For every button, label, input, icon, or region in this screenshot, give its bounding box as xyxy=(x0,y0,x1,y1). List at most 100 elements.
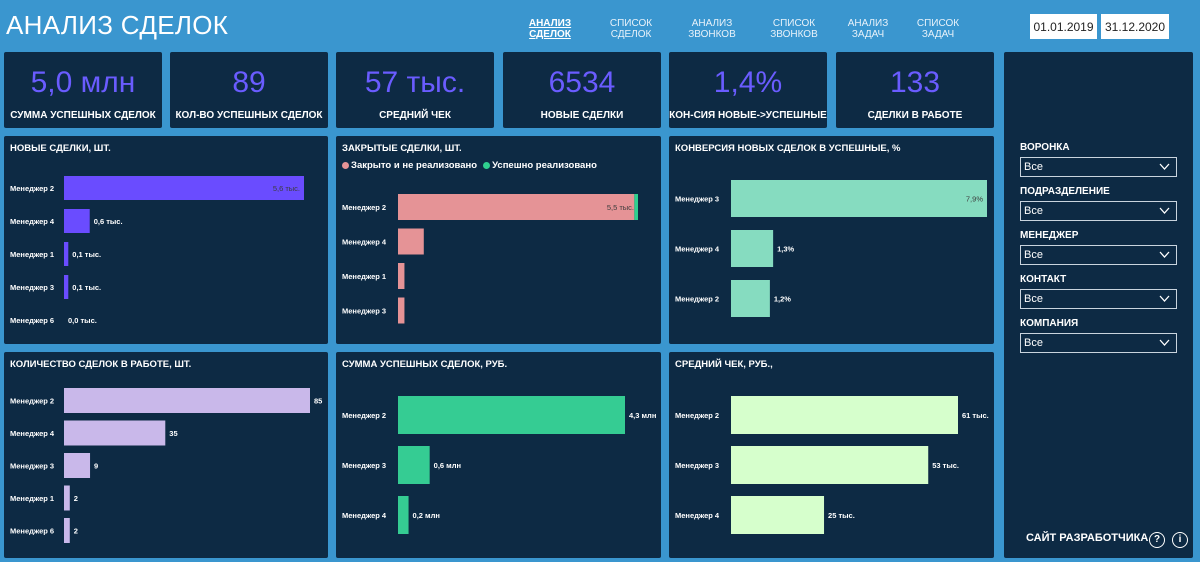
value-label: 85 xyxy=(314,397,322,406)
category-label: Менеджер 3 xyxy=(342,307,386,316)
nav-task-analysis[interactable]: АНАЛИЗ ЗАДАЧ xyxy=(847,18,889,40)
category-label: Менеджер 3 xyxy=(10,462,54,471)
nav-task-list[interactable]: СПИСОК ЗАДАЧ xyxy=(916,18,960,40)
category-label: Менеджер 4 xyxy=(675,511,720,520)
nav-call-analysis[interactable]: АНАЛИЗ ЗВОНКОВ xyxy=(688,18,736,40)
category-label: Менеджер 1 xyxy=(10,250,54,259)
bar[interactable] xyxy=(398,446,430,484)
nav-call-list[interactable]: СПИСОК ЗВОНКОВ xyxy=(770,18,818,40)
value-label: 0,1 тыс. xyxy=(72,250,101,259)
value-label: 0,2 млн xyxy=(413,511,440,520)
nav-deal-list[interactable]: СПИСОК СДЕЛОК xyxy=(609,18,653,40)
bar-segment[interactable] xyxy=(398,263,405,289)
department-select[interactable]: Все xyxy=(1020,201,1177,221)
bar[interactable] xyxy=(64,388,310,413)
category-label: Менеджер 1 xyxy=(342,272,386,281)
bar-segment[interactable] xyxy=(634,194,638,220)
chart-plot: Менеджер 2 4,3 млн Менеджер 3 0,6 млн Менедж… xyxy=(342,396,656,534)
category-label: Менеджер 2 xyxy=(675,411,719,420)
kpi-card-success-sum: 5,0 млн СУММА УСПЕШНЫХ СДЕЛОК xyxy=(4,52,162,128)
bar[interactable] xyxy=(64,242,69,266)
contact-select[interactable]: Все xyxy=(1020,289,1177,309)
bar[interactable] xyxy=(731,496,825,534)
company-select[interactable]: Все xyxy=(1020,333,1177,353)
value-label: 1,3% xyxy=(777,245,794,254)
kpi-card-average-check: 57 тыс. СРЕДНИЙ ЧЕК xyxy=(336,52,494,128)
kpi-card-success-count: 89 КОЛ-ВО УСПЕШНЫХ СДЕЛОК xyxy=(170,52,328,128)
category-label: Менеджер 6 xyxy=(10,527,54,536)
help-icon[interactable]: ? xyxy=(1149,532,1165,548)
filter-label-funnel: ВОРОНКА xyxy=(1020,142,1070,153)
bar[interactable] xyxy=(731,180,987,217)
legend-dot-icon xyxy=(342,162,349,169)
manager-select[interactable]: Все xyxy=(1020,245,1177,265)
developer-site-link[interactable]: САЙТ РАЗРАБОТЧИКА xyxy=(1026,532,1149,544)
category-label: Менеджер 3 xyxy=(10,283,54,292)
bar-segment[interactable] xyxy=(398,194,635,220)
chart-plot: Менеджер 2 85 Менеджер 4 35 Менеджер 3 9 Менед… xyxy=(10,388,322,543)
category-label: Менеджер 1 xyxy=(10,494,54,503)
chart-plot: Менеджер 3 7,9% Менеджер 4 1,3% Менеджер 2 1,… xyxy=(675,180,987,317)
bar-segment[interactable] xyxy=(398,297,405,324)
filter-label-company: КОМПАНИЯ xyxy=(1020,318,1079,329)
chevron-down-icon xyxy=(1159,163,1170,170)
value-label: 0,0 тыс. xyxy=(68,316,97,325)
bar[interactable] xyxy=(64,453,91,478)
kpi-label: СУММА УСПЕШНЫХ СДЕЛОК xyxy=(10,110,156,121)
chart-legend: Закрыто и не реализовано Успешно реализо… xyxy=(342,160,597,171)
filter-panel: ВОРОНКА Все ПОДРАЗДЕЛЕНИЕ Все МЕНЕДЖЕР В… xyxy=(1004,52,1193,558)
bar[interactable] xyxy=(731,230,774,267)
filter-label-contact: КОНТАКТ xyxy=(1020,274,1067,285)
category-label: Менеджер 2 xyxy=(10,184,54,193)
bar[interactable] xyxy=(64,420,166,446)
bar[interactable] xyxy=(64,209,90,233)
bar[interactable] xyxy=(64,518,70,543)
select-value: Все xyxy=(1024,293,1043,305)
chart-deals-in-work: КОЛИЧЕСТВО СДЕЛОК В РАБОТЕ, ШТ. Менеджер… xyxy=(4,352,328,558)
chevron-down-icon xyxy=(1159,339,1170,346)
chevron-down-icon xyxy=(1159,295,1170,302)
bar[interactable] xyxy=(64,275,69,299)
value-label: 2 xyxy=(74,494,78,503)
bar[interactable] xyxy=(731,446,929,484)
value-label: 0,6 тыс. xyxy=(94,217,123,226)
value-label: 25 тыс. xyxy=(828,511,855,520)
category-label: Менеджер 3 xyxy=(675,461,719,470)
nav-deal-analysis[interactable]: АНАЛИЗ СДЕЛОК xyxy=(528,18,572,40)
chart-closed-deals: ЗАКРЫТЫЕ СДЕЛКИ, ШТ. Закрыто и не реализ… xyxy=(336,136,661,344)
chart-average-check: СРЕДНИЙ ЧЕК, РУБ., Менеджер 2 61 тыс. Мене… xyxy=(669,352,994,558)
legend-dot-icon xyxy=(483,162,491,169)
value-label: 1,2% xyxy=(774,295,791,304)
bar[interactable] xyxy=(731,280,770,317)
bar[interactable] xyxy=(64,176,304,200)
kpi-value: 6534 xyxy=(548,66,616,99)
chart-title: НОВЫЕ СДЕЛКИ, ШТ. xyxy=(10,143,111,154)
category-label: Менеджер 4 xyxy=(10,429,55,438)
chart-conversion: КОНВЕРСИЯ НОВЫХ СДЕЛОК В УСПЕШНЫЕ, % Мен… xyxy=(669,136,994,344)
date-from-input[interactable]: 01.01.2019 xyxy=(1030,14,1097,39)
value-label: 9 xyxy=(94,462,98,471)
bar[interactable] xyxy=(398,496,409,534)
bar-segment[interactable] xyxy=(398,228,424,255)
chart-title: СУММА УСПЕШНЫХ СДЕЛОК, РУБ. xyxy=(342,359,508,370)
chevron-down-icon xyxy=(1159,207,1170,214)
category-label: Менеджер 4 xyxy=(342,511,387,520)
kpi-card-new-deals: 6534 НОВЫЕ СДЕЛКИ xyxy=(503,52,661,128)
value-label: 53 тыс. xyxy=(932,461,959,470)
funnel-select[interactable]: Все xyxy=(1020,157,1177,177)
date-to-input[interactable]: 31.12.2020 xyxy=(1101,14,1169,39)
category-label: Менеджер 2 xyxy=(10,397,54,406)
kpi-label: КОН-СИЯ НОВЫЕ->УСПЕШНЫЕ xyxy=(669,110,827,121)
bar[interactable] xyxy=(398,396,625,434)
category-label: Менеджер 2 xyxy=(342,203,386,212)
legend-item: Закрыто и не реализовано xyxy=(342,160,477,171)
bar[interactable] xyxy=(64,485,70,511)
kpi-label: СДЕЛКИ В РАБОТЕ xyxy=(867,110,963,121)
kpi-value: 1,4% xyxy=(713,66,783,99)
select-value: Все xyxy=(1024,249,1043,261)
value-label: 35 xyxy=(169,429,177,438)
chart-new-deals: НОВЫЕ СДЕЛКИ, ШТ. Менеджер 2 5,6 тыс. Мене… xyxy=(4,136,328,344)
bar[interactable] xyxy=(731,396,958,434)
legend-item: Успешно реализовано xyxy=(483,160,597,171)
info-icon[interactable]: i xyxy=(1172,532,1188,548)
